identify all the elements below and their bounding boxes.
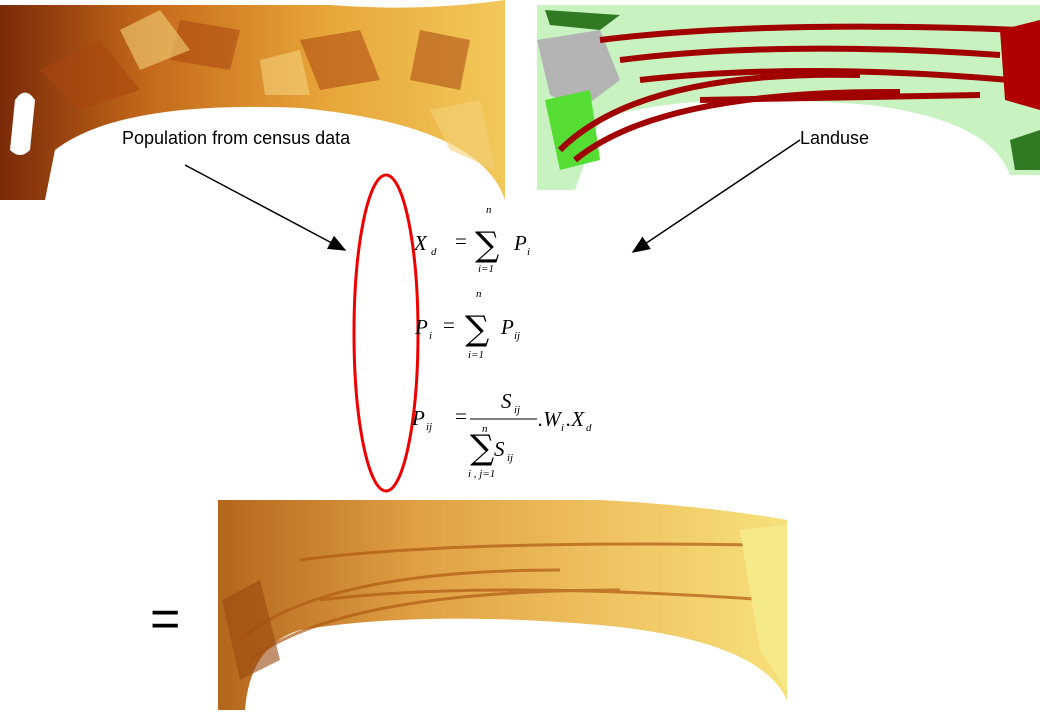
subscript: i — [527, 246, 530, 258]
symbol: S — [501, 389, 512, 413]
formula: X d = ∑ n i=1 P i — [413, 204, 530, 275]
landuse-map — [537, 5, 1040, 190]
upper-limit: n — [486, 204, 492, 216]
slide: Population from census data Landuse = X … — [0, 0, 1040, 720]
landuse-label: Landuse — [800, 128, 869, 148]
arrow — [633, 140, 800, 252]
operator: = — [455, 404, 467, 428]
symbol: X — [413, 231, 428, 255]
operator: = — [455, 229, 467, 253]
highlight-ellipse — [354, 175, 418, 491]
sum: ∑ — [465, 309, 489, 349]
equals-sign: = — [150, 590, 180, 648]
population-map — [0, 0, 505, 200]
subscript: ij — [507, 452, 513, 464]
sum: ∑ — [475, 225, 499, 265]
lower-limit: i=1 — [478, 263, 494, 275]
lower-limit: i , j=1 — [468, 468, 495, 480]
arrow — [185, 165, 345, 250]
subscript: ij — [514, 404, 520, 416]
formula: P i = ∑ n i=1 P ij — [414, 288, 520, 361]
upper-limit: n — [476, 288, 482, 300]
symbol: P — [414, 315, 428, 339]
lower-limit: i=1 — [468, 349, 484, 361]
symbol: P — [513, 231, 527, 255]
symbol: .W — [538, 407, 563, 431]
operator: = — [443, 313, 455, 337]
result-map — [218, 500, 787, 710]
subscript: ij — [514, 330, 520, 342]
symbol: P — [500, 315, 514, 339]
population-label: Population from census data — [122, 128, 351, 148]
symbol: S — [494, 437, 505, 461]
upper-limit: n — [482, 423, 488, 435]
symbol: P — [411, 406, 425, 430]
symbol: .X — [566, 407, 585, 431]
subscript: d — [586, 422, 592, 434]
subscript: d — [431, 246, 437, 258]
subscript: ij — [426, 421, 432, 433]
formula: P ij = S ij ∑ n i , j=1 S ij .W i .X d — [411, 389, 592, 480]
subscript: i — [561, 422, 564, 434]
subscript: i — [429, 330, 432, 342]
